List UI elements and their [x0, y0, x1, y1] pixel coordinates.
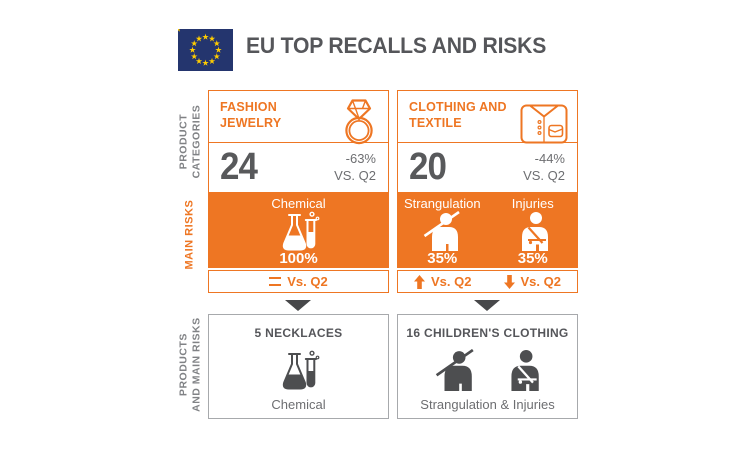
category-title: FASHION JEWELRY: [220, 100, 282, 130]
page-title: EU TOP RECALLS AND RISKS: [246, 33, 547, 58]
recall-count: 20: [409, 146, 447, 188]
chemical-flask-icon: [276, 349, 321, 391]
down-triangle-icon: [285, 300, 311, 311]
risk-percent: 100%: [279, 250, 318, 268]
trend-item-down: Vs. Q2: [488, 274, 578, 289]
equals-icon: [269, 277, 282, 286]
top-product-card: 5 NECKLACES Chemical: [208, 314, 389, 419]
ring-icon: [339, 97, 379, 145]
top-product-icons: [398, 347, 577, 393]
category-header: FASHION JEWELRY: [209, 91, 388, 145]
change-vs-q2: -44% VS. Q2: [523, 151, 565, 183]
category-card: CLOTHING AND TEXTILE 20 -44% VS. Q2: [397, 90, 578, 193]
top-product-risk-label: Strangulation & Injuries: [420, 397, 555, 412]
trend-strip: Vs. Q2 Vs. Q2: [397, 270, 578, 293]
top-product-card: 16 CHILDREN'S CLOTHING Strangulation & I…: [397, 314, 578, 419]
person-strangulation-icon: [434, 349, 475, 391]
risk-percent: 35%: [427, 250, 458, 268]
trend-label: Vs. Q2: [287, 274, 328, 289]
main-risk-panel: Strangulation 35% Injuries 35%: [397, 193, 578, 268]
top-product-title: 16 CHILDREN'S CLOTHING: [406, 326, 569, 340]
risk-name: Injuries: [511, 196, 554, 211]
top-product-risk-label: Chemical: [271, 397, 326, 412]
change-vs-q2: -63% VS. Q2: [334, 151, 376, 183]
category-title: CLOTHING AND TEXTILE: [409, 100, 507, 130]
risk-name: Chemical: [271, 196, 326, 211]
risk-item-chemical: Chemical 100%: [208, 193, 389, 268]
category-card: FASHION JEWELRY 24 -63% VS. Q2: [208, 90, 389, 193]
risk-name: Strangulation: [403, 196, 481, 211]
person-strangulation-icon: [423, 211, 461, 252]
top-product-icons: [209, 347, 388, 393]
arrow-up-icon: [414, 274, 426, 289]
risk-percent: 35%: [517, 250, 548, 268]
recall-count-row: 24 -63% VS. Q2: [209, 143, 388, 192]
recall-count: 24: [220, 146, 258, 188]
risk-item-strangulation: Strangulation 35%: [397, 193, 488, 268]
row-label-products-and-main-risks: PRODUCTS AND MAIN RISKS: [177, 317, 202, 412]
column-fashion-jewelry: FASHION JEWELRY 24 -63% VS. Q2 Chemical …: [208, 0, 389, 449]
person-arm-sling-icon: [516, 211, 550, 252]
chemical-flask-icon: [276, 211, 321, 251]
trend-item-up: Vs. Q2: [398, 274, 488, 289]
risk-item-injuries: Injuries 35%: [488, 193, 579, 268]
trend-label: Vs. Q2: [431, 274, 472, 289]
recall-count-row: 20 -44% VS. Q2: [398, 143, 577, 192]
shirt-icon: [519, 100, 569, 146]
eu-flag: [178, 29, 233, 71]
row-label-main-risks: MAIN RISKS: [183, 199, 196, 270]
category-header: CLOTHING AND TEXTILE: [398, 91, 577, 146]
trend-strip: Vs. Q2: [208, 270, 389, 293]
down-triangle-icon: [474, 300, 500, 311]
column-clothing-textile: CLOTHING AND TEXTILE 20 -44% VS. Q2 Stra…: [397, 0, 578, 449]
top-product-title: 5 NECKLACES: [254, 326, 343, 340]
trend-label: Vs. Q2: [520, 274, 561, 289]
trend-item-equal: Vs. Q2: [209, 274, 388, 289]
main-risk-panel: Chemical 100%: [208, 193, 389, 268]
person-arm-sling-icon: [505, 349, 541, 391]
arrow-down-icon: [503, 274, 515, 289]
